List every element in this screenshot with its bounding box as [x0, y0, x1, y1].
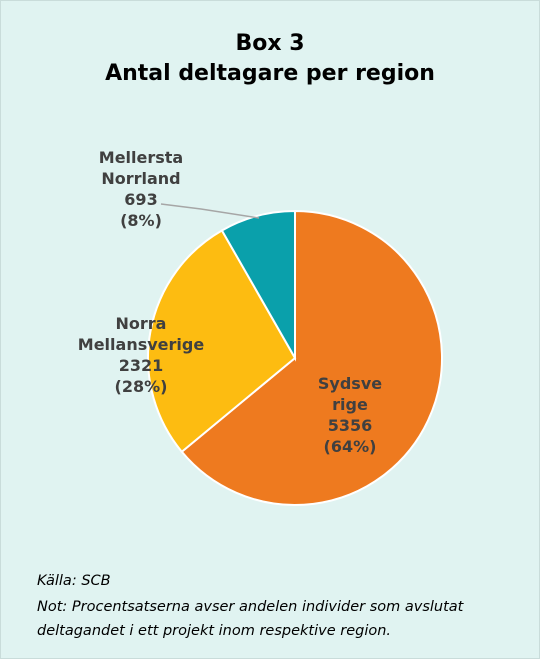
category-label: Sydsverige	[317, 374, 383, 414]
pie-slice	[220, 209, 296, 362]
value-label: 2321	[118, 356, 164, 375]
pie-slice	[180, 209, 443, 506]
data-label: Mellersta Norrland 693 (8%)	[76, 147, 206, 231]
percentage-label: (64%)	[323, 437, 377, 456]
source: Källa: SCB	[37, 573, 111, 589]
category-label: Mellersta Norrland	[98, 148, 184, 188]
value-label: 5356	[327, 416, 373, 435]
value-label: 693	[124, 190, 158, 209]
chart-title: Box 3	[235, 31, 305, 56]
note: Not: Procentsatserna avser andelen indiv…	[37, 599, 464, 639]
pie-slice	[147, 229, 297, 454]
chart-title: Antal deltagare per region	[105, 61, 435, 86]
percentage-label: (28%)	[114, 377, 168, 396]
category-label: Norra Mellansverige	[77, 314, 205, 354]
data-label: Norra Mellansverige 2321 (28%)	[56, 313, 226, 397]
percentage-label: (8%)	[120, 211, 162, 230]
data-label: Sydsverige 5356 (64%)	[315, 373, 385, 457]
leader-line	[160, 203, 260, 219]
